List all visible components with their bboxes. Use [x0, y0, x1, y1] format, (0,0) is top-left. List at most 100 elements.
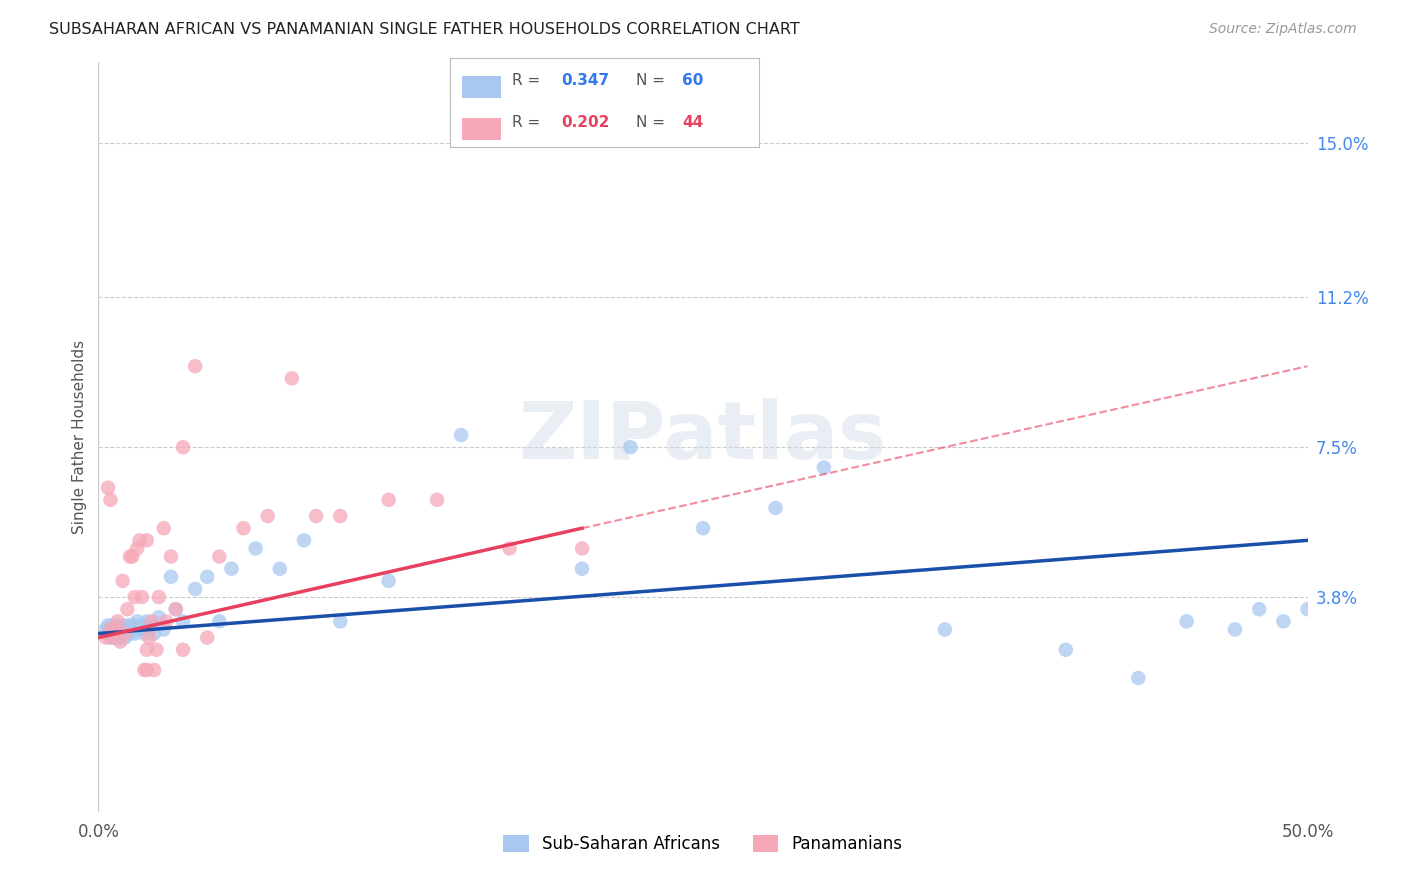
- Point: [97, 626, 120, 640]
- Point: [377, 574, 399, 588]
- Point: [124, 626, 146, 640]
- Point: [138, 623, 160, 637]
- Point: [152, 521, 174, 535]
- Point: [145, 642, 167, 657]
- Point: [94, 631, 117, 645]
- Point: [138, 631, 160, 645]
- Point: [104, 631, 127, 645]
- Point: [208, 549, 231, 564]
- Point: [329, 615, 352, 629]
- Point: [135, 533, 157, 548]
- Point: [450, 428, 472, 442]
- Point: [143, 663, 166, 677]
- Point: [97, 481, 120, 495]
- Point: [118, 549, 141, 564]
- Point: [160, 549, 183, 564]
- Point: [117, 623, 139, 637]
- Point: [118, 618, 141, 632]
- Point: [143, 626, 166, 640]
- Point: [1128, 671, 1150, 685]
- Point: [208, 615, 231, 629]
- Point: [195, 631, 218, 645]
- Text: ZIPatlas: ZIPatlas: [519, 398, 887, 476]
- Point: [571, 541, 593, 556]
- Point: [108, 634, 131, 648]
- Point: [100, 492, 122, 507]
- Text: N =: N =: [636, 115, 669, 129]
- Point: [100, 623, 122, 637]
- Point: [135, 663, 157, 677]
- Point: [184, 582, 207, 596]
- Point: [498, 541, 520, 556]
- Point: [124, 618, 146, 632]
- Point: [114, 618, 136, 632]
- Point: [172, 615, 194, 629]
- Point: [692, 521, 714, 535]
- Point: [127, 541, 149, 556]
- Point: [107, 626, 129, 640]
- Point: [1175, 615, 1198, 629]
- Point: [269, 562, 291, 576]
- Point: [128, 533, 150, 548]
- Point: [172, 440, 194, 454]
- Point: [1054, 642, 1077, 657]
- Point: [111, 623, 134, 637]
- Bar: [463, 118, 502, 140]
- Point: [165, 602, 187, 616]
- Point: [100, 631, 122, 645]
- Point: [184, 359, 207, 374]
- Point: [292, 533, 315, 548]
- Point: [100, 623, 122, 637]
- Point: [101, 631, 124, 645]
- Text: Source: ZipAtlas.com: Source: ZipAtlas.com: [1209, 22, 1357, 37]
- Point: [256, 509, 278, 524]
- Text: R =: R =: [512, 115, 546, 129]
- Point: [1249, 602, 1271, 616]
- Point: [165, 602, 187, 616]
- Point: [232, 521, 254, 535]
- Point: [1296, 602, 1319, 616]
- Point: [1272, 615, 1295, 629]
- Text: 60: 60: [682, 73, 703, 87]
- Y-axis label: Single Father Households: Single Father Households: [72, 340, 87, 534]
- Point: [101, 626, 124, 640]
- Point: [135, 615, 157, 629]
- Point: [104, 623, 127, 637]
- Point: [108, 631, 131, 645]
- Point: [117, 626, 139, 640]
- Point: [134, 626, 156, 640]
- Point: [281, 371, 304, 385]
- Point: [128, 623, 150, 637]
- Point: [934, 623, 956, 637]
- Point: [94, 623, 117, 637]
- Point: [813, 460, 835, 475]
- Point: [101, 618, 124, 632]
- Point: [148, 610, 170, 624]
- Point: [124, 590, 146, 604]
- Text: 0.347: 0.347: [561, 73, 609, 87]
- Point: [245, 541, 267, 556]
- Bar: [463, 76, 502, 98]
- Point: [127, 615, 149, 629]
- Point: [131, 590, 153, 604]
- Point: [114, 631, 136, 645]
- Point: [221, 562, 243, 576]
- Point: [107, 615, 129, 629]
- Text: N =: N =: [636, 73, 669, 87]
- Point: [148, 590, 170, 604]
- Point: [160, 570, 183, 584]
- Point: [426, 492, 449, 507]
- Point: [141, 615, 163, 629]
- Point: [195, 570, 218, 584]
- Text: R =: R =: [512, 73, 546, 87]
- Point: [152, 623, 174, 637]
- Point: [121, 623, 143, 637]
- Point: [141, 618, 163, 632]
- Point: [117, 602, 139, 616]
- Point: [97, 618, 120, 632]
- Text: SUBSAHARAN AFRICAN VS PANAMANIAN SINGLE FATHER HOUSEHOLDS CORRELATION CHART: SUBSAHARAN AFRICAN VS PANAMANIAN SINGLE …: [49, 22, 800, 37]
- Point: [131, 618, 153, 632]
- Text: 0.202: 0.202: [561, 115, 610, 129]
- Point: [305, 509, 328, 524]
- Legend: Sub-Saharan Africans, Panamanians: Sub-Saharan Africans, Panamanians: [496, 828, 910, 860]
